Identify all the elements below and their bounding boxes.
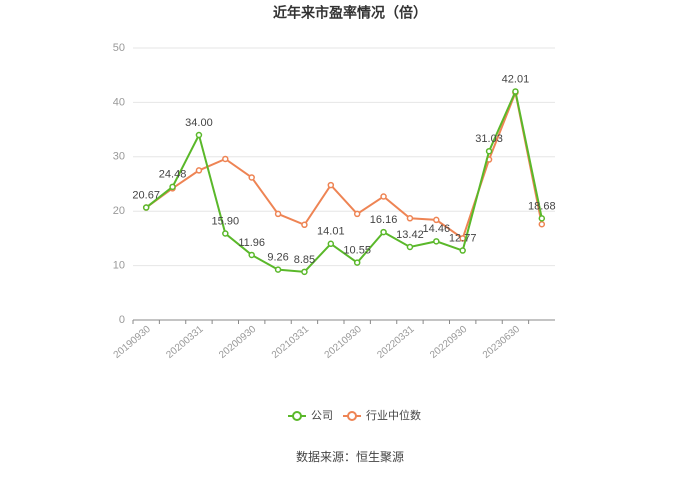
data-label: 20.67 [132, 189, 160, 201]
point [248, 251, 255, 259]
y-tick-label: 40 [113, 96, 125, 108]
data-label: 12.77 [449, 232, 477, 244]
point [169, 183, 176, 191]
y-tick-label: 0 [119, 314, 125, 326]
y-tick-label: 50 [113, 42, 125, 54]
data-label: 11.96 [238, 237, 265, 249]
point [195, 167, 203, 174]
point [380, 228, 387, 236]
point [459, 247, 466, 254]
x-tick-label: 20220331 [375, 324, 416, 361]
x-tick-label: 20200930 [217, 324, 258, 361]
point [274, 266, 282, 273]
data-label: 16.16 [370, 214, 398, 226]
x-tick-label: 20220930 [428, 324, 469, 361]
legend-label: 行业中位数 [366, 408, 421, 422]
y-tick-label: 30 [113, 151, 125, 163]
point [248, 174, 255, 181]
point [538, 215, 546, 222]
data-label: 31.03 [475, 133, 503, 145]
source: 数据来源：恒生聚源 [296, 449, 404, 464]
data-label: 14.46 [423, 223, 451, 235]
point [538, 221, 546, 228]
series-line [145, 89, 543, 240]
point [195, 131, 203, 139]
point [222, 230, 229, 237]
data-label: 14.01 [317, 226, 345, 238]
legend-label: 公司 [311, 410, 333, 422]
point [301, 221, 308, 229]
legend-marker [292, 411, 302, 421]
point [406, 243, 414, 251]
point [142, 204, 150, 211]
point [512, 88, 519, 95]
series-line [145, 88, 543, 273]
point [485, 147, 493, 155]
x-tick-label: 20210930 [323, 324, 364, 361]
data-label: 10.55 [343, 245, 371, 257]
data-label: 8.85 [294, 254, 315, 266]
point [327, 240, 335, 248]
point [222, 155, 229, 163]
data-label: 15.90 [212, 215, 240, 227]
y-tick-label: 10 [113, 260, 125, 272]
point [433, 238, 440, 245]
x-tick-label: 20230630 [481, 324, 522, 361]
x-tick-label: 20200331 [164, 324, 205, 361]
point [301, 268, 308, 276]
data-label: 24.48 [159, 169, 187, 181]
point [433, 216, 440, 224]
x-tick-label: 20210331 [270, 324, 311, 361]
data-label: 9.26 [267, 252, 288, 264]
point [406, 215, 414, 222]
data-label: 42.01 [502, 73, 530, 85]
x-tick-label: 20190930 [112, 324, 153, 361]
legend-marker [347, 411, 357, 421]
data-label: 34.00 [185, 117, 213, 129]
chart-title: 近年来市盈率情况（倍） [273, 5, 427, 21]
point [380, 193, 387, 200]
y-tick-label: 20 [113, 205, 125, 217]
data-label: 18.68 [528, 200, 556, 212]
point [327, 181, 335, 189]
point [274, 210, 282, 218]
data-label: 13.42 [396, 229, 424, 241]
point [353, 259, 361, 266]
point [353, 210, 361, 218]
